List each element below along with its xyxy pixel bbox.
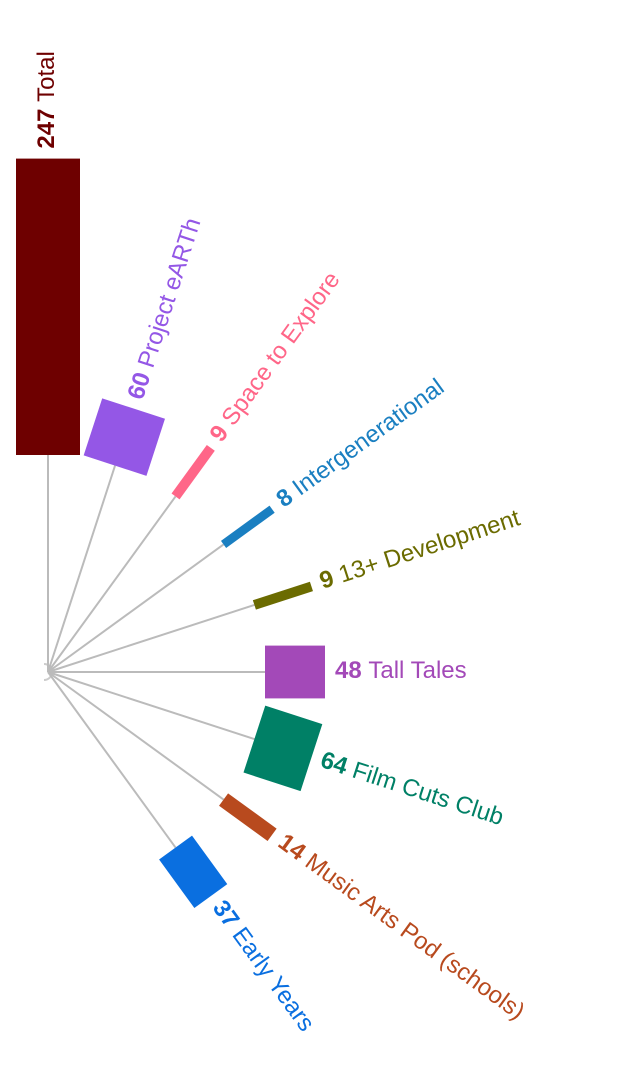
- bar-group: 9 13+ Development: [252, 505, 524, 610]
- bar: [159, 835, 228, 909]
- bar: [171, 444, 215, 500]
- bar-label: 60 Project eARTh: [123, 215, 207, 403]
- name-label: 13+ Development: [335, 505, 523, 589]
- name-label: Early Years: [226, 923, 319, 1037]
- name-label: Intergenerational: [288, 374, 450, 502]
- spoke: [47, 465, 117, 673]
- bar-group: 64 Film Cuts Club: [243, 705, 507, 832]
- bar: [252, 581, 313, 610]
- name-label: Total: [33, 51, 60, 102]
- bar: [16, 158, 80, 455]
- bar-group: 48 Tall Tales: [265, 645, 467, 699]
- spoke: [47, 671, 177, 849]
- bar-label: 37 Early Years: [207, 896, 320, 1037]
- spoke: [47, 671, 255, 741]
- value-label: 48: [335, 657, 362, 684]
- name-label: Music Arts Pod (schools): [300, 848, 530, 1025]
- space: [33, 102, 60, 109]
- value-label: 247: [33, 109, 60, 149]
- spoke: [47, 543, 225, 673]
- bar-label: 8 Intergenerational: [272, 374, 450, 514]
- space: [362, 657, 369, 684]
- bar: [219, 793, 277, 842]
- name-label: Space to Explore: [217, 267, 346, 431]
- name-label: Project eARTh: [133, 215, 207, 371]
- bar: [265, 645, 325, 699]
- spoke: [47, 671, 225, 801]
- bar: [83, 398, 165, 476]
- spoke: [47, 495, 177, 673]
- bar-label: 9 Space to Explore: [205, 267, 346, 447]
- name-label: Tall Tales: [368, 657, 466, 684]
- bar-label: 64 Film Cuts Club: [317, 747, 507, 832]
- bar-label: 9 13+ Development: [316, 505, 523, 595]
- bar-label: 48 Tall Tales: [335, 657, 467, 684]
- bar-label: 14 Music Arts Pod (schools): [273, 829, 530, 1026]
- name-label: Film Cuts Club: [349, 757, 507, 831]
- spoke: [47, 603, 255, 673]
- bar-group: 60 Project eARTh: [83, 215, 207, 476]
- bar: [220, 505, 275, 549]
- bar: [243, 705, 323, 792]
- bar-label: 247 Total: [33, 51, 60, 148]
- bar-group: 247 Total: [16, 51, 80, 455]
